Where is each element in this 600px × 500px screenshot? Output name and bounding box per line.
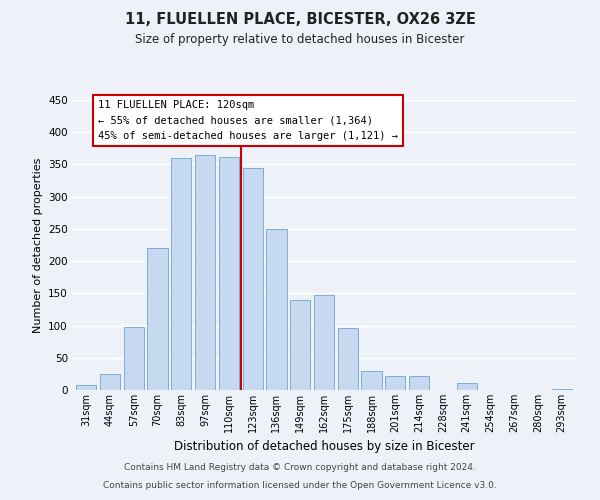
Bar: [195, 155, 215, 390]
Bar: [409, 376, 429, 390]
Bar: [266, 229, 287, 390]
Bar: [148, 248, 167, 390]
Bar: [385, 376, 406, 390]
Bar: [314, 294, 334, 390]
Text: Size of property relative to detached houses in Bicester: Size of property relative to detached ho…: [136, 32, 464, 46]
Bar: [290, 300, 310, 390]
Bar: [242, 168, 263, 390]
Text: 11, FLUELLEN PLACE, BICESTER, OX26 3ZE: 11, FLUELLEN PLACE, BICESTER, OX26 3ZE: [125, 12, 475, 28]
Text: Contains public sector information licensed under the Open Government Licence v3: Contains public sector information licen…: [103, 481, 497, 490]
Bar: [219, 156, 239, 390]
Bar: [551, 388, 572, 390]
Bar: [338, 328, 358, 390]
Y-axis label: Number of detached properties: Number of detached properties: [32, 158, 43, 332]
X-axis label: Distribution of detached houses by size in Bicester: Distribution of detached houses by size …: [173, 440, 475, 454]
Bar: [124, 327, 144, 390]
Bar: [457, 383, 477, 390]
Bar: [361, 370, 382, 390]
Text: 11 FLUELLEN PLACE: 120sqm
← 55% of detached houses are smaller (1,364)
45% of se: 11 FLUELLEN PLACE: 120sqm ← 55% of detac…: [98, 100, 398, 141]
Bar: [76, 385, 97, 390]
Bar: [171, 158, 191, 390]
Text: Contains HM Land Registry data © Crown copyright and database right 2024.: Contains HM Land Registry data © Crown c…: [124, 464, 476, 472]
Bar: [100, 374, 120, 390]
